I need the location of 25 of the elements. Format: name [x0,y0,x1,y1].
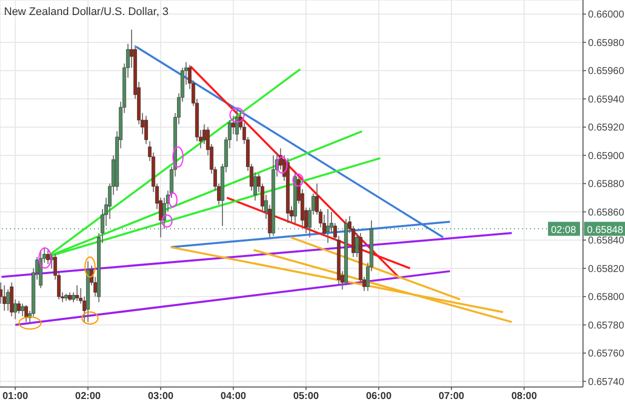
x-tick-label: 04:00 [220,391,247,402]
x-tick-label: 07:00 [438,391,465,402]
y-tick-label: 0.65740 [588,376,625,388]
y-tick-label: 0.65820 [588,264,625,275]
x-tick-label: 08:00 [511,391,538,402]
y-tick-label: 0.65940 [588,94,625,106]
x-tick-label: 02:00 [75,391,102,402]
y-tick-label: 0.65960 [588,66,625,78]
y-tick-label: 0.65920 [588,122,625,134]
y-tick-label: 0.65860 [588,207,625,218]
annotation: 02:08 [551,224,576,236]
x-tick-label: 03:00 [148,391,174,402]
y-tick-label: 0.65760 [588,348,625,360]
ref-line-label: 0.65848 [587,224,624,236]
y-tick-label: 0.65840 [588,236,625,247]
y-tick-label: 0.65800 [588,292,625,304]
y-tick-label: 0.65900 [588,150,625,162]
x-tick-label: 06:00 [366,391,392,402]
text: New Zealand Dollar/U.S. Dollar, 3 [4,6,168,18]
x-tick-label: 01:00 [2,391,28,402]
y-tick-label: 0.66000 [588,10,625,21]
x-tick-label: 05:00 [293,391,320,402]
y-tick-label: 0.65780 [588,320,625,332]
y-tick-label: 0.65980 [588,38,625,49]
y-tick-label: 0.65880 [588,179,625,190]
